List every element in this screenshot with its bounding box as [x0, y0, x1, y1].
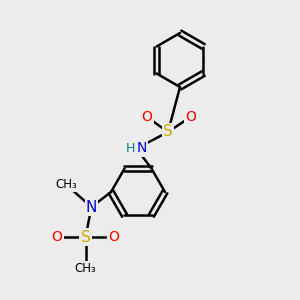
Text: O: O — [109, 230, 119, 244]
Text: H: H — [126, 142, 135, 155]
Text: CH₃: CH₃ — [75, 262, 96, 275]
Text: O: O — [142, 110, 152, 124]
Text: O: O — [185, 110, 196, 124]
Text: S: S — [163, 124, 173, 140]
Text: S: S — [81, 230, 90, 244]
Text: N: N — [137, 142, 147, 155]
Text: CH₃: CH₃ — [55, 178, 77, 191]
Text: O: O — [52, 230, 62, 244]
Text: N: N — [86, 200, 97, 214]
